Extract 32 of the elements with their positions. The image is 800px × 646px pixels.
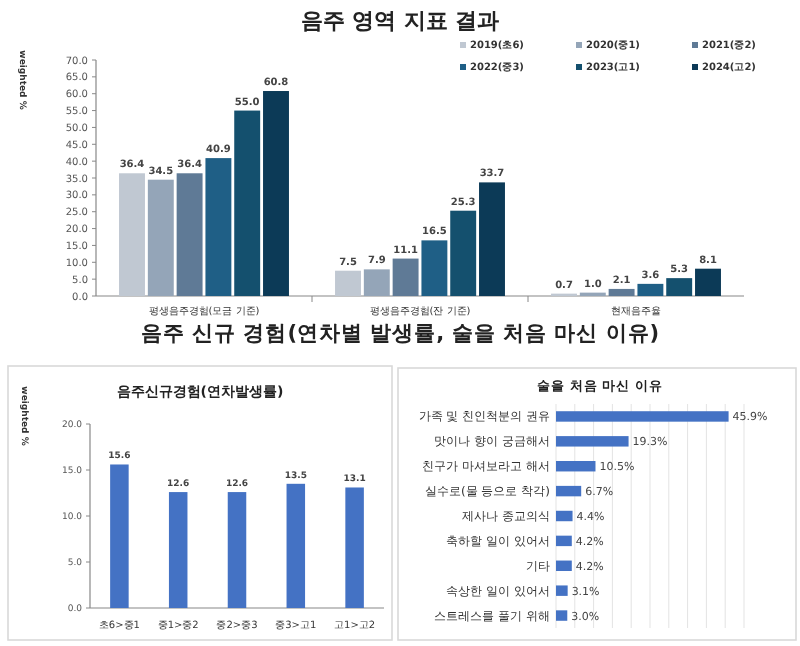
bar [556,461,596,472]
bar [263,91,289,296]
bar [556,585,568,596]
bar [110,464,129,608]
bar [556,411,729,422]
bar [479,182,505,296]
bar [666,278,693,296]
bar [205,158,232,296]
bar [392,258,419,296]
bar [695,268,721,296]
bar [234,110,261,296]
bar [556,560,572,572]
bar [363,269,390,296]
bar [637,283,664,296]
bar [608,288,635,296]
bar [176,173,203,296]
chart-title: 음주 영역 지표 결과 [300,8,500,34]
bar [556,485,582,497]
bar [556,510,573,522]
text: 음주 신규 경험(연차별 발생률, 술을 처음 마신 이유) [140,322,660,346]
bar [421,240,448,296]
bar [227,492,247,608]
bar [556,436,629,447]
bar [345,487,364,608]
bar [168,492,188,608]
bar [119,173,145,296]
bar [286,483,306,608]
bar [147,179,174,296]
bar [556,610,568,621]
bar [450,210,477,296]
bar [556,535,572,547]
bar [335,270,361,296]
